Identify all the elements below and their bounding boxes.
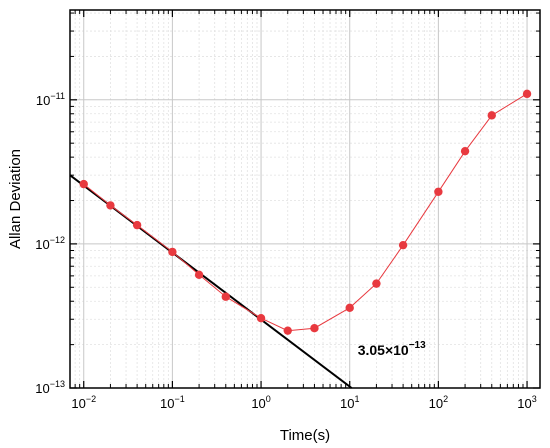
- data-point: [345, 303, 354, 313]
- x-tick-label: 10−1: [160, 394, 185, 411]
- data-point: [168, 247, 177, 257]
- tick-labels: 10−2 10−1 100 101 102 103 10−13 10−12 10−11: [35, 91, 537, 411]
- data-point: [106, 201, 115, 210]
- x-axis-label: Time(s): [280, 427, 330, 444]
- ticks-layer: [69, 10, 540, 389]
- data-point: [310, 324, 319, 333]
- data-point: [194, 270, 204, 280]
- fit-annotation: 3.05×10−13: [358, 340, 426, 358]
- series-layer: [79, 89, 532, 335]
- data-point: [79, 179, 88, 189]
- x-tick-label: 100: [251, 394, 270, 411]
- data-point: [221, 292, 230, 301]
- grid-major: [70, 10, 540, 389]
- y-tick-label: 10−11: [36, 91, 65, 108]
- data-point: [398, 240, 408, 250]
- y-tick-label: 10−12: [35, 235, 65, 252]
- data-point: [434, 187, 443, 196]
- x-tick-label: 103: [517, 394, 536, 411]
- data-point: [256, 314, 266, 323]
- y-tick-label: 10−13: [35, 379, 65, 396]
- series-line: [83, 93, 528, 332]
- data-point: [460, 146, 470, 156]
- data-point: [132, 220, 142, 230]
- data-point: [522, 89, 532, 99]
- plot-frame: [69, 9, 541, 389]
- data-point: [487, 111, 496, 120]
- y-axis-label: Allan Deviation: [7, 149, 24, 249]
- data-point: [283, 326, 292, 335]
- data-point: [372, 279, 381, 288]
- grid-minor: [69, 10, 540, 388]
- plot-background: [70, 10, 540, 388]
- x-tick-label: 101: [340, 394, 359, 411]
- x-tick-label: 102: [429, 394, 448, 411]
- x-tick-label: 10−2: [71, 394, 96, 411]
